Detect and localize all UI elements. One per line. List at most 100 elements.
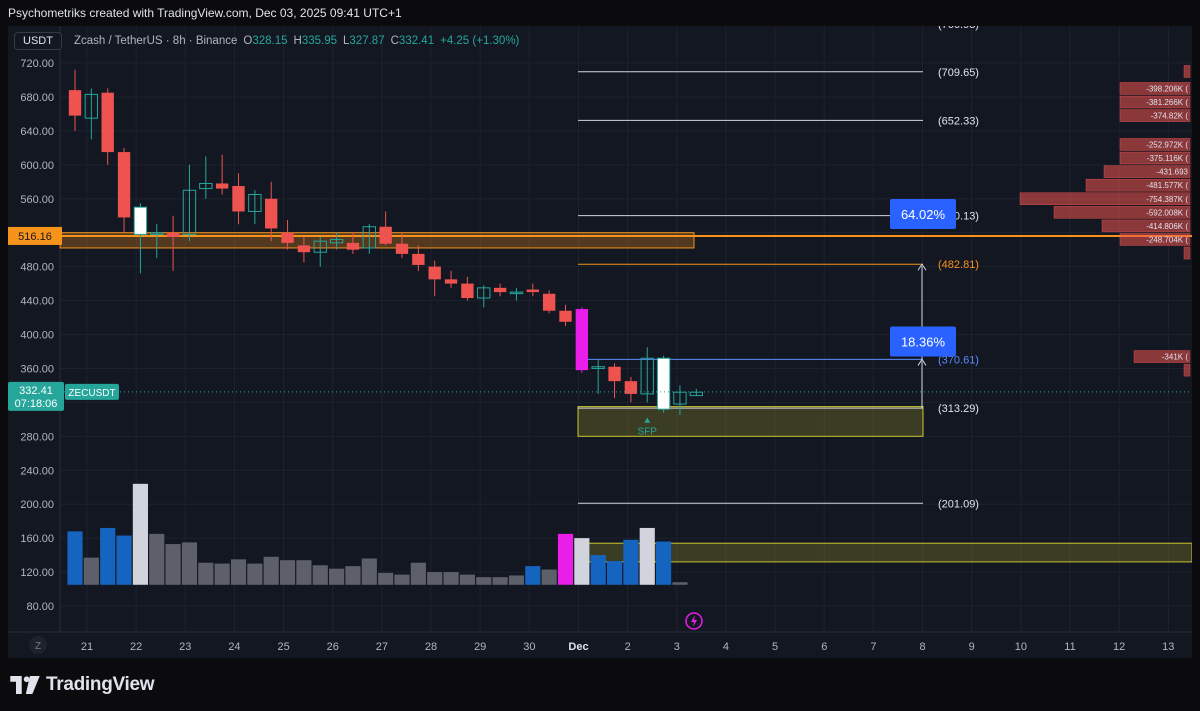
volume-profile-label: -431.693 — [1156, 168, 1188, 177]
volume-bar — [443, 572, 459, 585]
chart-canvas[interactable]: 80.00120.00160.00200.00240.00280.00320.0… — [8, 26, 1192, 658]
volume-bar — [541, 569, 557, 585]
time-tick-label: 24 — [228, 641, 240, 653]
symbol-bar: USDT Zcash / TetherUS · 8h · Binance O32… — [14, 30, 519, 52]
candle-body — [232, 186, 245, 212]
candle-body — [313, 240, 327, 253]
fib-level-label: (370.61) — [938, 354, 979, 366]
time-tick-label: 10 — [1015, 641, 1027, 653]
candle-body — [182, 189, 197, 235]
ohlc-close-value: 332.41 — [398, 35, 435, 47]
volume-bar — [100, 527, 116, 585]
ohlc-close-key: C — [390, 35, 399, 47]
lightning-icon[interactable] — [685, 612, 703, 630]
volume-bar — [606, 561, 623, 585]
price-tick-label: 560.00 — [20, 194, 54, 206]
tradingview-logo-icon — [10, 676, 40, 694]
volume-bar — [214, 563, 230, 585]
price-tick-label: 440.00 — [20, 296, 54, 308]
candle-body — [542, 293, 556, 311]
candle-body — [559, 310, 572, 322]
ohlc-high: H335.95 — [294, 35, 338, 47]
volume-profile-bar — [1085, 178, 1191, 192]
lower-pct-badge-box[interactable] — [890, 326, 956, 357]
price-tick-label: 280.00 — [20, 431, 54, 443]
price-tick-label: 480.00 — [20, 262, 54, 274]
volume-bar — [525, 566, 541, 585]
time-tick-label: 27 — [376, 641, 388, 653]
volume-profile-label: -481.577K ( — [1146, 181, 1188, 190]
candle-body — [215, 183, 229, 189]
price-tick-label: 680.00 — [20, 92, 54, 104]
candle-body — [265, 198, 278, 229]
candle-body — [84, 93, 99, 119]
fib-level-label: (201.09) — [938, 498, 979, 510]
candle-body — [673, 391, 687, 405]
candle-body — [591, 366, 605, 369]
ohlc-close: C332.41 — [391, 35, 435, 47]
time-tick-label: 7 — [870, 641, 876, 653]
time-tick-label: 5 — [772, 641, 778, 653]
volume-profile-label: -414.806K ( — [1146, 222, 1188, 231]
ohlc-high-key: H — [293, 35, 302, 47]
time-tick-label: 11 — [1064, 641, 1075, 653]
candle-body — [395, 243, 409, 254]
volume-bar — [476, 577, 492, 585]
time-tick-label: 23 — [179, 641, 191, 653]
volume-bar — [296, 560, 312, 585]
time-tick-label: 12 — [1113, 641, 1125, 653]
volume-profile-bar — [1119, 95, 1191, 109]
candle-body — [444, 279, 458, 284]
current-price-text: 332.41 — [19, 385, 53, 397]
candle-body — [493, 287, 507, 293]
ohlc-open: O328.15 — [243, 35, 287, 47]
time-tick-label: 22 — [130, 641, 142, 653]
candle-body — [166, 232, 180, 237]
current-price-tag[interactable] — [8, 381, 64, 411]
candle-body — [346, 242, 360, 250]
volume-profile-label: -374.82K ( — [1151, 112, 1189, 121]
upper-pct-badge-box[interactable] — [890, 198, 956, 229]
fib-level-label: (313.29) — [938, 403, 979, 415]
currency-button[interactable]: USDT — [14, 32, 62, 50]
symbol-title[interactable]: Zcash / TetherUS · 8h · Binance — [73, 35, 238, 47]
candle-body — [133, 206, 148, 235]
volume-bar — [361, 558, 377, 585]
candle-body — [412, 253, 425, 265]
volume-bar — [557, 533, 574, 585]
z-button[interactable] — [29, 636, 47, 654]
volume-bar — [116, 535, 132, 585]
time-tick-label: 6 — [821, 641, 827, 653]
time-axis[interactable] — [8, 632, 1192, 658]
tradingview-logo[interactable]: TradingView — [10, 672, 155, 698]
candle-body — [362, 226, 376, 249]
candle-body — [281, 232, 294, 243]
price-tick-label: 120.00 — [20, 567, 54, 579]
resistance-price-tag[interactable] — [8, 226, 62, 245]
volume-bar — [590, 555, 606, 585]
candle-body — [656, 357, 671, 410]
volume-profile-bar — [1183, 65, 1191, 78]
time-tick-label: 21 — [81, 641, 93, 653]
volume-bar — [574, 538, 590, 585]
price-axis[interactable] — [8, 26, 60, 632]
price-tick-label: 640.00 — [20, 126, 54, 138]
candle-body — [428, 266, 441, 280]
ohlc-low-value: 327.87 — [349, 35, 385, 47]
chart-frame[interactable]: 80.00120.00160.00200.00240.00280.00320.0… — [8, 26, 1192, 658]
lightning-icon-glyph — [691, 615, 697, 627]
upper-pct-badge-text: 64.02% — [901, 207, 946, 222]
symbol-tag[interactable] — [65, 383, 119, 400]
volume-bar — [132, 483, 148, 585]
ohlc-high-value: 335.95 — [301, 35, 338, 47]
volume-profile-bar — [1119, 233, 1191, 246]
volume-bar — [329, 568, 345, 585]
candle-body — [624, 381, 638, 394]
time-tick-label: 4 — [723, 641, 729, 653]
fib-level-label: (709.65) — [938, 67, 979, 79]
candle-body — [101, 92, 114, 153]
volume-profile-bar — [1103, 165, 1191, 178]
z-button-label: Z — [35, 641, 41, 652]
price-tick-label: 200.00 — [20, 499, 54, 511]
volume-profile-bar — [1183, 246, 1191, 260]
